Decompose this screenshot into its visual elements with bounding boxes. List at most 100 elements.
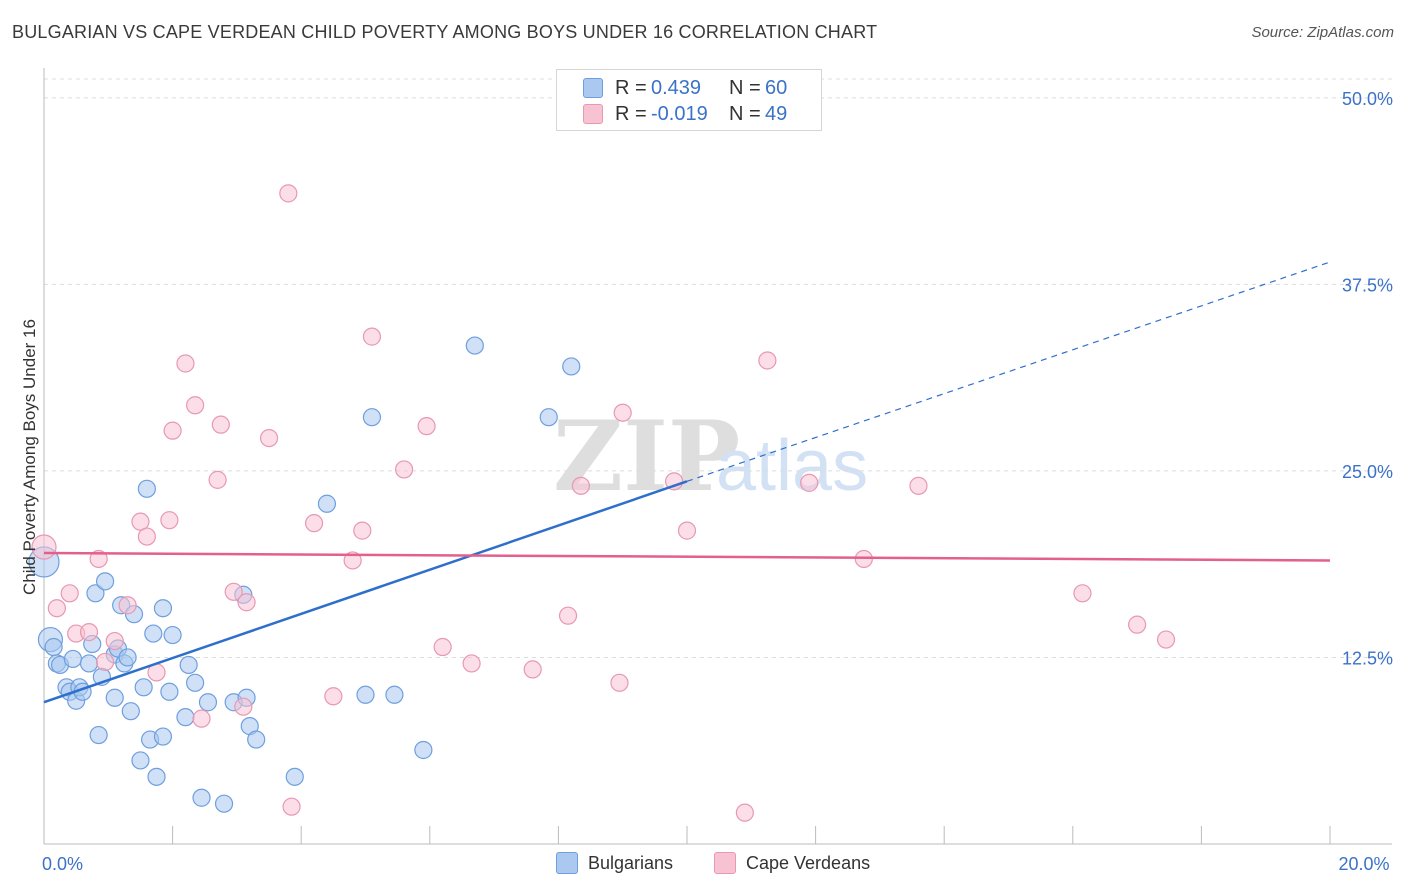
bulgarian-point [63, 649, 83, 669]
bulgarian-point [147, 767, 166, 786]
cape-verdean-point [163, 421, 182, 440]
cape-verdean-point [1156, 630, 1176, 649]
r-label: R = [615, 102, 647, 125]
y-tick-label: 50.0% [1342, 89, 1393, 109]
legend-item-bulgarians[interactable]: Bulgarians [556, 852, 673, 874]
cape-verdean-point [353, 521, 372, 540]
cape-verdean-point [47, 599, 66, 618]
bulgarian-point [44, 637, 63, 657]
cape-verdean-point [224, 582, 243, 601]
bulgarian-point [176, 708, 195, 727]
legend-label: Cape Verdeans [746, 852, 871, 873]
bulgarian-point [214, 794, 234, 813]
cape-verdean-point [304, 514, 324, 533]
r-value: -0.019 [651, 102, 708, 125]
bulgarian-point [247, 730, 266, 749]
cape-verdeans-trend-line [43, 551, 1331, 562]
cape-verdean-point [909, 476, 928, 495]
cape-verdean-point [186, 396, 205, 415]
bulgarian-point [118, 648, 137, 667]
r-label: R = [615, 76, 647, 99]
cape-verdeans-swatch [714, 852, 736, 874]
bulgarians-trend-extension [686, 261, 1331, 482]
bulgarian-point [179, 655, 198, 675]
bulgarian-point [153, 727, 173, 746]
bulgarian-point [105, 688, 124, 707]
bulgarians-swatch [583, 78, 603, 98]
cape-verdean-point [60, 584, 79, 603]
cape-verdean-point [89, 549, 108, 569]
bulgarian-point [144, 624, 163, 643]
bulgarian-point [414, 740, 433, 760]
legend-stats: R = 0.439 N = 60 R = -0.019 N = 49 [556, 69, 822, 131]
n-value: 60 [765, 76, 788, 99]
bulgarian-point [163, 625, 182, 645]
watermark-atlas: atlas [716, 426, 868, 506]
cape-verdeans-swatch [583, 104, 603, 124]
legend-item-cape-verdeans[interactable]: Cape Verdeans [714, 852, 870, 874]
bulgarians-swatch [556, 852, 578, 874]
bulgarian-point [539, 408, 558, 427]
bulgarian-point [95, 572, 115, 591]
bulgarian-point [285, 767, 304, 786]
legend-row-bulgarians: R = 0.439 N = 60 [583, 76, 787, 100]
cape-verdean-point [433, 637, 452, 657]
bulgarian-point [160, 682, 179, 701]
cape-verdean-point [105, 631, 124, 651]
bulgarians-trend-line [43, 480, 688, 704]
bulgarian-point [131, 751, 150, 770]
cape-verdean-point [417, 417, 436, 436]
bulgarian-point [198, 693, 218, 712]
chart-title: BULGARIAN VS CAPE VERDEAN CHILD POVERTY … [12, 22, 878, 42]
cape-verdean-point [735, 803, 754, 822]
cape-verdean-point [211, 415, 230, 434]
bulgarian-point [356, 685, 375, 704]
legend-label: Bulgarians [588, 852, 674, 873]
cape-verdean-point [758, 351, 777, 370]
y-tick-label: 12.5% [1342, 648, 1393, 668]
cape-verdean-point [324, 687, 343, 706]
bulgarian-point [153, 599, 173, 618]
cape-verdean-point [1073, 584, 1092, 603]
bulgarian-point [385, 685, 404, 704]
x-tick-label: 20.0% [1338, 854, 1389, 874]
cape-verdean-point [362, 327, 382, 346]
legend-row-cape-verdeans: R = -0.019 N = 49 [583, 102, 787, 126]
bulgarian-point [362, 408, 382, 427]
cape-verdean-point [192, 709, 211, 728]
bulgarian-point [562, 357, 581, 376]
cape-verdean-point [613, 403, 632, 422]
cape-verdean-point [610, 673, 629, 692]
bulgarian-point [89, 725, 108, 745]
cape-verdean-point [160, 511, 179, 530]
cape-verdean-point [462, 654, 481, 673]
cape-verdean-point [343, 551, 362, 570]
legend-series: Bulgarians Cape Verdeans [0, 852, 1406, 878]
r-value: 0.439 [651, 76, 702, 99]
n-label: N = [729, 102, 761, 125]
cape-verdean-point [677, 521, 697, 540]
bulgarian-point [186, 673, 205, 692]
bulgarian-point [79, 654, 99, 673]
bulgarian-point [121, 702, 140, 721]
cape-verdean-point [571, 476, 591, 495]
cape-verdean-point [95, 652, 115, 672]
cape-verdean-point [394, 460, 414, 479]
bulgarian-point [317, 494, 337, 513]
cape-verdean-point [176, 354, 195, 373]
cape-verdean-point [800, 473, 819, 492]
bulgarian-point [86, 584, 105, 603]
cape-verdean-point [1127, 615, 1147, 634]
x-tick-label: 0.0% [42, 854, 83, 874]
cape-verdean-point [282, 797, 301, 816]
cape-verdean-point [137, 527, 156, 546]
bulgarian-point [192, 788, 211, 807]
cape-verdean-point [79, 622, 99, 642]
y-axis-label: Child Poverty Among Boys Under 16 [20, 319, 39, 595]
bulgarian-point [465, 336, 484, 355]
cape-verdean-point [259, 428, 279, 448]
cape-verdean-point [234, 697, 253, 716]
cape-verdean-point [558, 606, 578, 625]
n-value: 49 [765, 102, 788, 125]
